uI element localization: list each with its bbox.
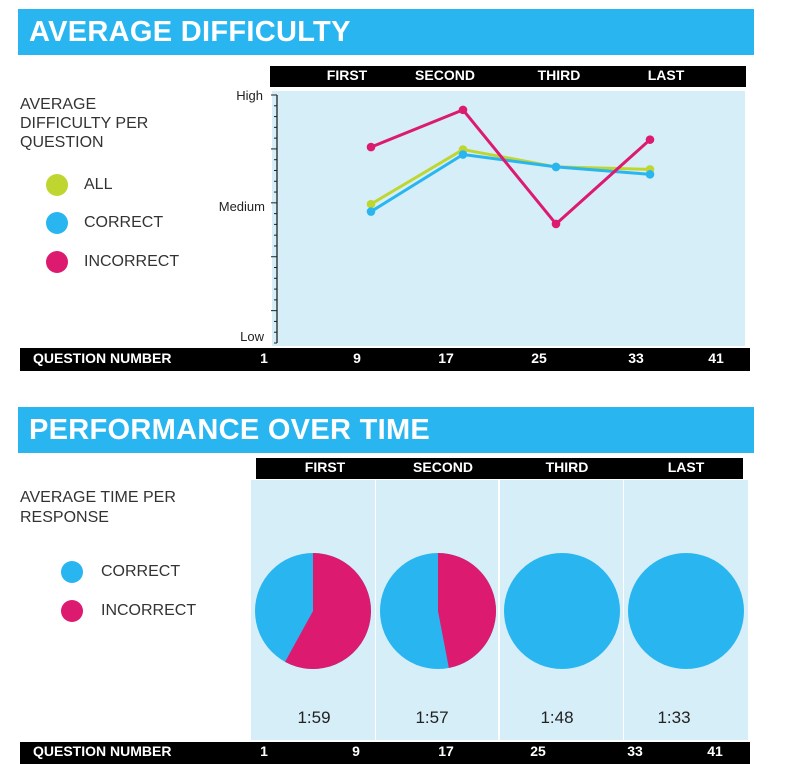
- difficulty-label-line2: DIFFICULTY PER: [20, 115, 149, 132]
- difficulty-quarter-last: LAST: [647, 67, 685, 83]
- perf-time-first: 1:59: [297, 708, 331, 727]
- series-point-all-1: [366, 199, 376, 209]
- performance-quarter-last: LAST: [667, 459, 705, 475]
- series-line-incorrect: [370, 108, 652, 226]
- difficulty-label-line3: QUESTION: [20, 134, 104, 151]
- performance-legend: CORRECT INCORRECT: [61, 561, 231, 631]
- perf-legend-swatch-incorrect: [61, 600, 83, 622]
- performance-title: PERFORMANCE OVER TIME: [29, 414, 431, 446]
- performance-qnum-17: 17: [438, 743, 454, 759]
- legend-label-correct: CORRECT: [84, 214, 164, 231]
- difficulty-title: AVERAGE DIFFICULTY: [29, 16, 351, 48]
- difficulty-quarter-third: THIRD: [537, 67, 581, 83]
- difficulty-y-axis: [271, 94, 278, 344]
- performance-qnum-1: 1: [260, 743, 268, 759]
- series-point-incorrect-3: [551, 219, 561, 229]
- y-tick-label-low: Low: [240, 329, 264, 344]
- difficulty-plot-area: [272, 91, 745, 346]
- performance-label-line2: RESPONSE: [20, 509, 109, 526]
- y-tick-label-high: High: [236, 88, 263, 103]
- series-point-correct-4: [645, 170, 655, 179]
- legend-label-all: ALL: [84, 176, 113, 193]
- performance-banner: PERFORMANCE OVER TIME: [18, 407, 754, 453]
- difficulty-quarter-second: SECOND: [415, 67, 475, 83]
- difficulty-question-number-label: QUESTION NUMBER: [33, 350, 172, 366]
- difficulty-qnum-9: 9: [353, 350, 361, 366]
- performance-axis-description: AVERAGE TIME PER RESPONSE: [20, 488, 176, 528]
- perf-legend-label-correct: CORRECT: [101, 563, 181, 580]
- series-line-all: [370, 148, 651, 206]
- performance-quarter-second: SECOND: [413, 459, 473, 475]
- performance-question-number-label: QUESTION NUMBER: [33, 743, 172, 759]
- difficulty-series-group: [366, 105, 655, 229]
- pie-first-incorrect-slice: [285, 553, 372, 670]
- performance-quarter-header-bar: FIRST SECOND THIRD LAST: [256, 458, 743, 479]
- difficulty-qnum-41: 41: [708, 350, 724, 366]
- pie-third-correct-slice: [504, 553, 620, 669]
- difficulty-quarter-first: FIRST: [326, 67, 368, 83]
- perf-legend-swatch-correct: [61, 561, 83, 583]
- performance-qnum-25: 25: [530, 743, 546, 759]
- difficulty-quarter-header-bar: FIRST SECOND THIRD LAST: [270, 66, 746, 87]
- performance-qnum-41: 41: [707, 743, 723, 759]
- legend-swatch-correct: [46, 212, 68, 234]
- performance-label-line1: AVERAGE TIME PER: [20, 489, 176, 506]
- difficulty-qnum-1: 1: [260, 350, 268, 366]
- series-point-correct-2: [458, 150, 468, 159]
- difficulty-banner: AVERAGE DIFFICULTY: [18, 9, 754, 55]
- y-tick-label-medium: Medium: [219, 199, 265, 214]
- difficulty-axis-description: AVERAGE DIFFICULTY PER QUESTION: [20, 95, 148, 152]
- pie-second-incorrect-slice: [438, 553, 496, 668]
- series-point-incorrect-1: [366, 142, 376, 152]
- perf-time-second: 1:57: [415, 708, 449, 727]
- series-point-incorrect-4: [645, 135, 655, 144]
- pie-group: [255, 553, 744, 670]
- legend-swatch-all: [46, 174, 68, 196]
- difficulty-qnum-33: 33: [628, 350, 644, 366]
- perf-time-third: 1:48: [540, 708, 574, 727]
- performance-question-number-bar: QUESTION NUMBER 1 9 17 25 33 41: [20, 742, 750, 764]
- difficulty-legend: ALL CORRECT INCORRECT: [46, 174, 216, 284]
- difficulty-question-number-bar: QUESTION NUMBER 1 9 17 25 33 41: [20, 348, 750, 371]
- difficulty-qnum-17: 17: [438, 350, 454, 366]
- legend-swatch-incorrect: [46, 251, 68, 273]
- performance-qnum-9: 9: [352, 743, 360, 759]
- series-point-correct-1: [366, 207, 376, 216]
- performance-quarter-first: FIRST: [304, 459, 346, 475]
- difficulty-line-chart: High Medium Low: [219, 88, 745, 346]
- perf-time-last: 1:33: [657, 708, 691, 727]
- legend-label-incorrect: INCORRECT: [84, 253, 180, 270]
- perf-legend-label-incorrect: INCORRECT: [101, 602, 197, 619]
- performance-qnum-33: 33: [627, 743, 643, 759]
- series-line-correct: [370, 153, 651, 213]
- performance-quarter-third: THIRD: [545, 459, 589, 475]
- difficulty-label-line1: AVERAGE: [20, 96, 97, 113]
- pie-last-correct-slice: [628, 553, 744, 669]
- difficulty-qnum-25: 25: [531, 350, 547, 366]
- series-point-incorrect-2: [458, 105, 468, 115]
- series-point-correct-3: [551, 162, 561, 172]
